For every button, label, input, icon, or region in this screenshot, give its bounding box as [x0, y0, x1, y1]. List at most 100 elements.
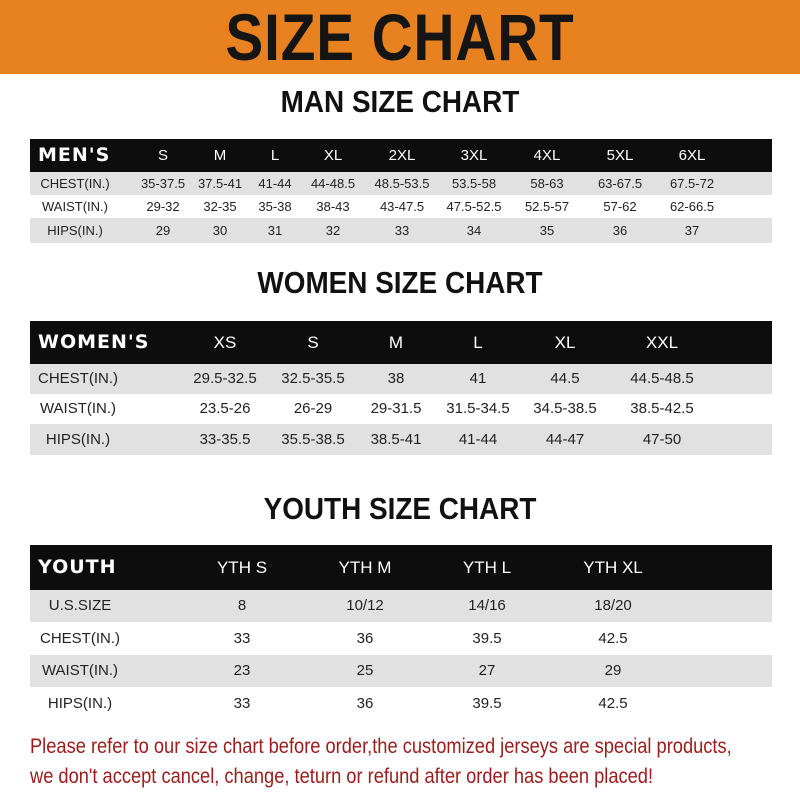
- size-header: XS: [213, 333, 237, 352]
- row-label: WAIST(IN.): [42, 199, 108, 214]
- measurement-cell: 23: [233, 662, 251, 679]
- measurement-cell: 42.5: [598, 695, 628, 712]
- measurement-cell: 37: [684, 223, 700, 238]
- measurement-cell: 29: [604, 662, 622, 679]
- policy-note-line-1: Please refer to our size chart before or…: [30, 735, 732, 758]
- measurement-cell: 18/20: [594, 597, 632, 614]
- table-row: WAIST(IN.) 23 25 27 29: [30, 655, 772, 687]
- measurement-cell: 38: [387, 370, 405, 387]
- table-row: WAIST(IN.) 29-32 32-35 35-38 38-43 43-47.5 47.…: [30, 195, 772, 218]
- table-row: CHEST(IN.) 33 36 39.5 42.5: [30, 622, 772, 655]
- measurement-cell: 47-50: [642, 431, 682, 448]
- measurement-cell: 29-31.5: [370, 400, 422, 417]
- measurement-cell: 27: [478, 662, 496, 679]
- measurement-cell: 62-66.5: [669, 199, 715, 214]
- measurement-cell: 26-29: [293, 400, 333, 417]
- policy-note-line-2: we don't accept cancel, change, teturn o…: [30, 765, 654, 788]
- measurement-cell: 35-37.5: [140, 176, 186, 191]
- measurement-cell: 47.5-52.5: [446, 199, 502, 214]
- size-header: XL: [323, 147, 343, 164]
- measurement-cell: 37.5-41: [197, 176, 243, 191]
- size-header: 4XL: [533, 147, 561, 164]
- row-label: WAIST(IN.): [41, 662, 119, 679]
- youth-size-table: YOUTH YTH S YTH M YTH L YTH XL U.S.SIZE 8 10/12…: [30, 545, 772, 720]
- measurement-cell: 14/16: [468, 597, 506, 614]
- measurement-cell: 32.5-35.5: [281, 370, 345, 387]
- measurement-cell: 38-43: [316, 199, 350, 214]
- youth-header-row: YOUTH YTH S YTH M YTH L YTH XL: [30, 545, 772, 590]
- size-header: L: [270, 147, 280, 164]
- measurement-cell: 23.5-26: [199, 400, 251, 417]
- measurement-cell: 29: [155, 223, 171, 238]
- measurement-cell: 39.5: [472, 630, 502, 647]
- size-header: 3XL: [460, 147, 488, 164]
- measurement-cell: 41-44: [458, 431, 498, 448]
- size-header: 5XL: [606, 147, 634, 164]
- row-label: HIPS(IN.): [47, 223, 103, 238]
- size-header: M: [388, 333, 404, 352]
- men-size-table: MEN'S S M L XL 2XL 3XL 4XL 5XL 6XL CHEST(IN.) 35-37…: [30, 139, 772, 243]
- measurement-cell: 44-47: [545, 431, 585, 448]
- main-title: SIZE CHART: [225, 0, 575, 74]
- measurement-cell: 63-67.5: [597, 176, 643, 191]
- men-header-label: MEN'S: [38, 144, 111, 166]
- measurement-cell: 48.5-53.5: [374, 176, 430, 191]
- size-header: YTH XL: [583, 558, 643, 577]
- table-row: CHEST(IN.) 29.5-32.5 32.5-35.5 38 41 44.5 44.5…: [30, 364, 772, 394]
- measurement-cell: 44.5-48.5: [630, 370, 694, 387]
- size-header: YTH S: [216, 558, 268, 577]
- measurement-cell: 25: [356, 662, 374, 679]
- size-header: M: [213, 147, 227, 164]
- measurement-cell: 67.5-72: [669, 176, 715, 191]
- women-header-label: WOMEN'S: [38, 331, 150, 353]
- measurement-cell: 35: [539, 223, 555, 238]
- size-header: S: [307, 333, 319, 352]
- size-header: L: [473, 333, 483, 352]
- table-row: CHEST(IN.) 35-37.5 37.5-41 41-44 44-48.5 48.5…: [30, 172, 772, 195]
- measurement-cell: 36: [356, 630, 374, 647]
- measurement-cell: 33: [394, 223, 410, 238]
- measurement-cell: 38.5-41: [370, 431, 422, 448]
- men-header-row: MEN'S S M L XL 2XL 3XL 4XL 5XL 6XL: [30, 139, 772, 172]
- size-header: 2XL: [388, 147, 416, 164]
- measurement-cell: 29.5-32.5: [193, 370, 257, 387]
- size-header: XL: [554, 333, 576, 352]
- measurement-cell: 32-35: [203, 199, 237, 214]
- table-row: HIPS(IN.) 33 36 39.5 42.5: [30, 687, 772, 720]
- measurement-cell: 35-38: [258, 199, 292, 214]
- measurement-cell: 10/12: [346, 597, 384, 614]
- measurement-cell: 41-44: [258, 176, 292, 191]
- measurement-cell: 8: [237, 597, 247, 614]
- row-label: U.S.SIZE: [48, 597, 112, 614]
- measurement-cell: 43-47.5: [379, 199, 425, 214]
- measurement-cell: 31: [267, 223, 283, 238]
- table-row: U.S.SIZE 8 10/12 14/16 18/20: [30, 590, 772, 622]
- measurement-cell: 52.5-57: [524, 199, 570, 214]
- table-row: HIPS(IN.) 33-35.5 35.5-38.5 38.5-41 41-44 44-…: [30, 424, 772, 455]
- measurement-cell: 35.5-38.5: [281, 431, 345, 448]
- size-header: YTH M: [338, 558, 392, 577]
- size-header: 6XL: [678, 147, 706, 164]
- measurement-cell: 36: [612, 223, 628, 238]
- measurement-cell: 30: [212, 223, 228, 238]
- measurement-cell: 33: [233, 695, 251, 712]
- row-label: CHEST(IN.): [38, 370, 118, 387]
- measurement-cell: 58-63: [530, 176, 564, 191]
- row-label: CHEST(IN.): [40, 176, 110, 191]
- measurement-cell: 34: [466, 223, 482, 238]
- measurement-cell: 33: [233, 630, 251, 647]
- measurement-cell: 57-62: [603, 199, 637, 214]
- men-section-title: MAN SIZE CHART: [280, 84, 520, 119]
- measurement-cell: 34.5-38.5: [533, 400, 597, 417]
- table-row: HIPS(IN.) 29 30 31 32 33 34 35 36 37: [30, 218, 772, 243]
- measurement-cell: 38.5-42.5: [630, 400, 694, 417]
- measurement-cell: 42.5: [598, 630, 628, 647]
- measurement-cell: 44.5: [550, 370, 580, 387]
- measurement-cell: 53.5-58: [451, 176, 497, 191]
- youth-section-title: YOUTH SIZE CHART: [263, 491, 537, 526]
- youth-header-label: YOUTH: [38, 556, 117, 578]
- measurement-cell: 36: [356, 695, 374, 712]
- size-header: XXL: [645, 333, 679, 352]
- row-label: HIPS(IN.): [47, 695, 113, 712]
- size-header: S: [157, 147, 169, 164]
